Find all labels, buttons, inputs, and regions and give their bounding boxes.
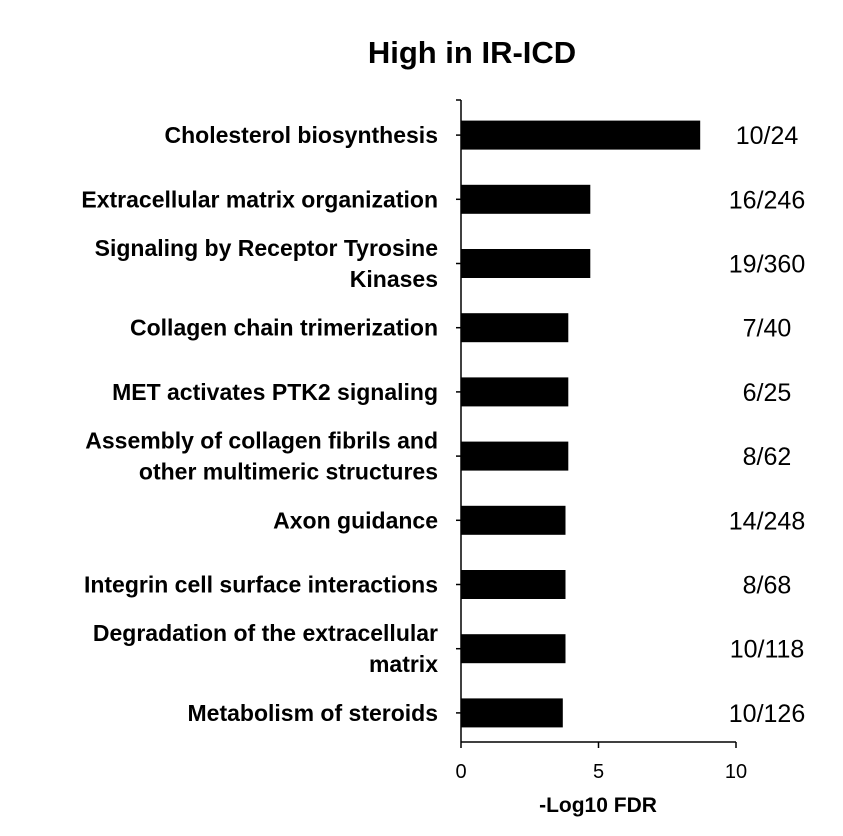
x-tick-label: 5 (593, 761, 604, 783)
bar (461, 570, 566, 599)
x-tick-label: 10 (725, 761, 747, 783)
ratio-label: 10/126 (729, 700, 805, 728)
ratio-label: 14/248 (729, 507, 805, 535)
category-label: MET activates PTK2 signaling (112, 379, 438, 405)
bar (461, 634, 566, 664)
category-label: Collagen chain trimerization (130, 315, 438, 341)
bar (461, 120, 701, 150)
category-label: matrix (369, 651, 438, 677)
bar (461, 377, 569, 407)
ratio-label: 10/118 (730, 636, 805, 664)
category-label: Axon guidance (273, 507, 438, 533)
category-label: Extracellular matrix organization (81, 186, 438, 212)
ratio-label: 7/40 (743, 315, 792, 343)
category-label: Degradation of the extracellular (93, 620, 438, 646)
ratio-label: 16/246 (729, 186, 805, 214)
x-tick-label: 0 (455, 761, 466, 783)
category-label: Integrin cell surface interactions (84, 572, 438, 598)
ratio-label: 6/25 (743, 379, 792, 407)
bar (461, 249, 591, 278)
bar (461, 505, 566, 535)
category-label: Cholesterol biosynthesis (164, 122, 438, 148)
ratio-label: 8/68 (743, 572, 792, 600)
chart-title: High in IR-ICD (368, 35, 576, 70)
bar (461, 184, 591, 214)
category-label: Metabolism of steroids (188, 700, 438, 726)
ratio-label: 8/62 (743, 443, 792, 471)
category-label: other multimeric structures (139, 459, 438, 485)
bar (461, 698, 563, 728)
category-label: Kinases (350, 266, 438, 292)
ratio-label: 10/24 (736, 122, 799, 150)
x-axis-title: -Log10 FDR (539, 794, 657, 817)
bar (461, 313, 569, 343)
bar (461, 441, 569, 471)
category-label: Signaling by Receptor Tyrosine (95, 235, 438, 261)
ratio-label: 19/360 (729, 251, 805, 279)
category-label: Assembly of collagen fibrils and (85, 428, 438, 454)
